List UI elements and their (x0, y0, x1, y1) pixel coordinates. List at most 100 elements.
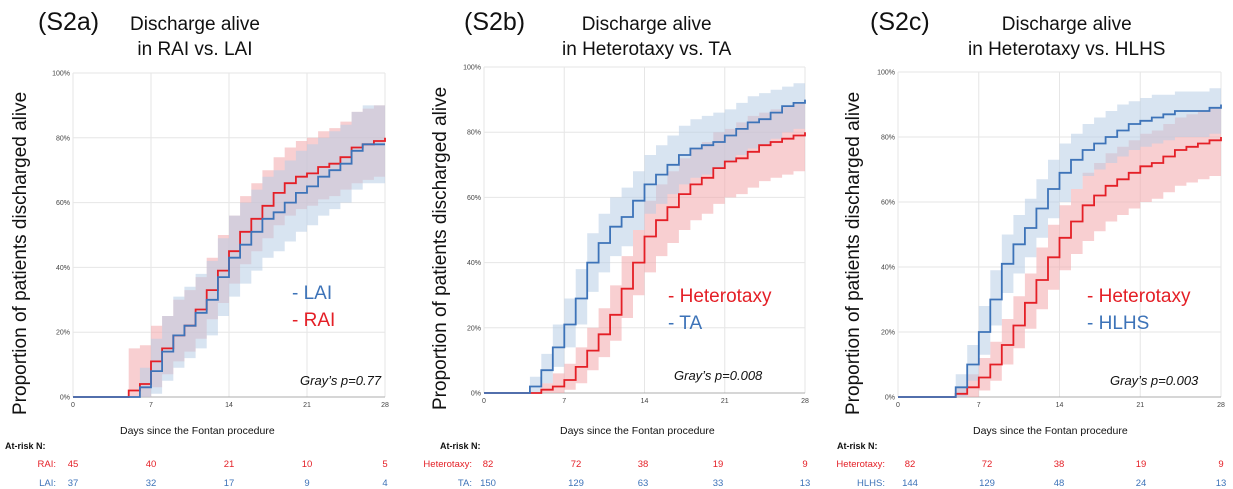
at-risk-value: 37 (67, 478, 79, 489)
x-tick-label: 7 (562, 398, 566, 405)
at-risk-value: 9 (1218, 459, 1224, 470)
at-risk-value: 82 (904, 459, 916, 470)
chart-title-line: in Heterotaxy vs. TA (562, 39, 732, 60)
y-axis-label: Proportion of patients discharged alive (843, 91, 864, 415)
y-tick-label: 60% (467, 195, 481, 202)
chart-title-line: in RAI vs. LAI (137, 39, 253, 60)
legend-item: - HLHS (1087, 313, 1150, 334)
chart-title: Discharge alive in Heterotaxy vs. HLHS (968, 12, 1165, 62)
x-axis-label: Days since the Fontan procedure (973, 425, 1128, 437)
y-tick-label: 40% (56, 265, 70, 272)
at-risk-value: 38 (637, 459, 649, 470)
panel-s2c: (S2c) Discharge alive in Heterotaxy vs. HL… (825, 0, 1233, 489)
series-line-heterotaxy (484, 132, 806, 394)
at-risk-value: 17 (223, 478, 235, 489)
at-risk-value: 150 (480, 478, 496, 489)
panel-label: (S2a) (38, 8, 100, 36)
x-tick-label: 7 (149, 402, 153, 409)
y-tick-label: 60% (56, 200, 70, 207)
at-risk-header: At-risk N: (440, 441, 481, 451)
at-risk-header: At-risk N: (5, 441, 46, 451)
x-tick-label: 28 (1217, 402, 1225, 409)
y-tick-label: 0% (471, 391, 481, 398)
at-risk-value: 129 (979, 478, 995, 489)
at-risk-value: 33 (712, 478, 724, 489)
at-risk-value: 24 (1135, 478, 1147, 489)
at-risk-value: 129 (568, 478, 584, 489)
at-risk-value: 19 (712, 459, 724, 470)
at-risk-value: 9 (802, 459, 808, 470)
at-risk-row-label: RAI: (37, 459, 56, 470)
y-tick-label: 20% (56, 330, 70, 337)
series-line-hlhs (898, 104, 1222, 398)
at-risk-value: 5 (382, 459, 388, 470)
confidence-band-hlhs (898, 88, 1221, 398)
at-risk-value: 9 (304, 478, 310, 489)
at-risk-value: 4 (382, 478, 388, 489)
y-axis-label: Proportion of patients discharged alive (10, 91, 31, 415)
at-risk-row-label: LAI: (39, 478, 56, 489)
at-risk-row-label: Heterotaxy: (423, 459, 472, 470)
x-tick-label: 0 (482, 398, 486, 405)
at-risk-value: 13 (1215, 478, 1227, 489)
at-risk-value: 48 (1053, 478, 1065, 489)
x-tick-label: 28 (801, 398, 809, 405)
chart-title: Discharge alive in RAI vs. LAI (130, 12, 260, 62)
chart-title-line: Discharge alive (1001, 14, 1132, 35)
x-tick-label: 0 (896, 402, 900, 409)
at-risk-value: 45 (67, 459, 79, 470)
y-tick-label: 20% (467, 325, 481, 332)
x-tick-label: 14 (225, 402, 233, 409)
at-risk-value: 40 (145, 459, 157, 470)
x-tick-label: 21 (721, 398, 729, 405)
plot-area: 0% 20% 40% 60% 80% 100% 0 7 14 21 28 (877, 70, 1225, 410)
y-tick-label: 80% (467, 130, 481, 137)
p-value: Gray’s p=0.003 (1110, 373, 1199, 388)
x-axis-label: Days since the Fontan procedure (560, 425, 715, 437)
x-tick-label: 14 (641, 398, 649, 405)
legend-item: - LAI (292, 283, 333, 304)
chart-title-line: Discharge alive (130, 14, 260, 35)
at-risk-value: 13 (799, 478, 811, 489)
at-risk-row-label: HLHS: (857, 478, 885, 489)
x-tick-label: 28 (381, 402, 389, 409)
plot-area: 0% 20% 40% 60% 80% 100% 0 7 14 21 28 (52, 71, 389, 410)
y-tick-label: 0% (885, 395, 895, 402)
at-risk-value: 72 (981, 459, 993, 470)
y-tick-label: 20% (881, 330, 895, 337)
at-risk-value: 63 (637, 478, 649, 489)
at-risk-value: 38 (1053, 459, 1065, 470)
chart-title: Discharge alive in Heterotaxy vs. TA (562, 12, 731, 62)
y-tick-label: 80% (56, 135, 70, 142)
x-tick-label: 21 (1136, 402, 1144, 409)
at-risk-value: 72 (570, 459, 582, 470)
y-tick-label: 40% (467, 260, 481, 267)
series-line-ta (484, 99, 806, 394)
panel-label: (S2c) (870, 8, 930, 36)
series-line-heterotaxy (898, 137, 1222, 398)
y-tick-label: 40% (881, 265, 895, 272)
x-tick-label: 0 (71, 402, 75, 409)
series-line-rai (73, 137, 386, 398)
at-risk-value: 10 (301, 459, 313, 470)
y-tick-label: 100% (52, 71, 70, 78)
y-tick-label: 0% (60, 395, 70, 402)
x-tick-label: 21 (303, 402, 311, 409)
at-risk-value: 82 (482, 459, 494, 470)
at-risk-header: At-risk N: (837, 441, 878, 451)
y-tick-label: 60% (881, 200, 895, 207)
legend-item: - TA (668, 313, 703, 334)
p-value: Gray’s p=0.77 (300, 373, 382, 388)
x-axis-label: Days since the Fontan procedure (120, 425, 275, 437)
at-risk-value: 19 (1135, 459, 1147, 470)
x-tick-label: 14 (1056, 402, 1064, 409)
y-tick-label: 80% (881, 135, 895, 142)
at-risk-row-label: Heterotaxy: (836, 459, 885, 470)
plot-area: 0% 20% 40% 60% 80% 100% 0 7 14 21 28 (463, 65, 809, 406)
p-value: Gray’s p=0.008 (674, 368, 763, 383)
legend-item: - RAI (292, 310, 336, 331)
at-risk-value: 21 (223, 459, 235, 470)
chart-title-line: in Heterotaxy vs. HLHS (968, 39, 1166, 60)
y-axis-label: Proportion of patients discharged alive (430, 86, 451, 410)
panel-s2b: (S2b) Discharge alive in Heterotaxy vs. TA… (412, 0, 812, 489)
